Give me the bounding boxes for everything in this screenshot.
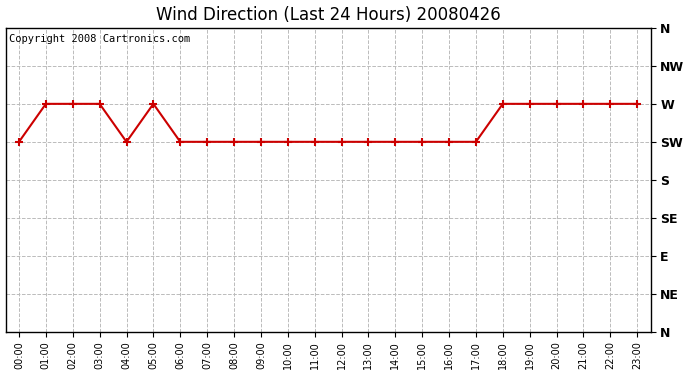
Title: Wind Direction (Last 24 Hours) 20080426: Wind Direction (Last 24 Hours) 20080426 [156,6,500,24]
Text: Copyright 2008 Cartronics.com: Copyright 2008 Cartronics.com [9,34,190,44]
